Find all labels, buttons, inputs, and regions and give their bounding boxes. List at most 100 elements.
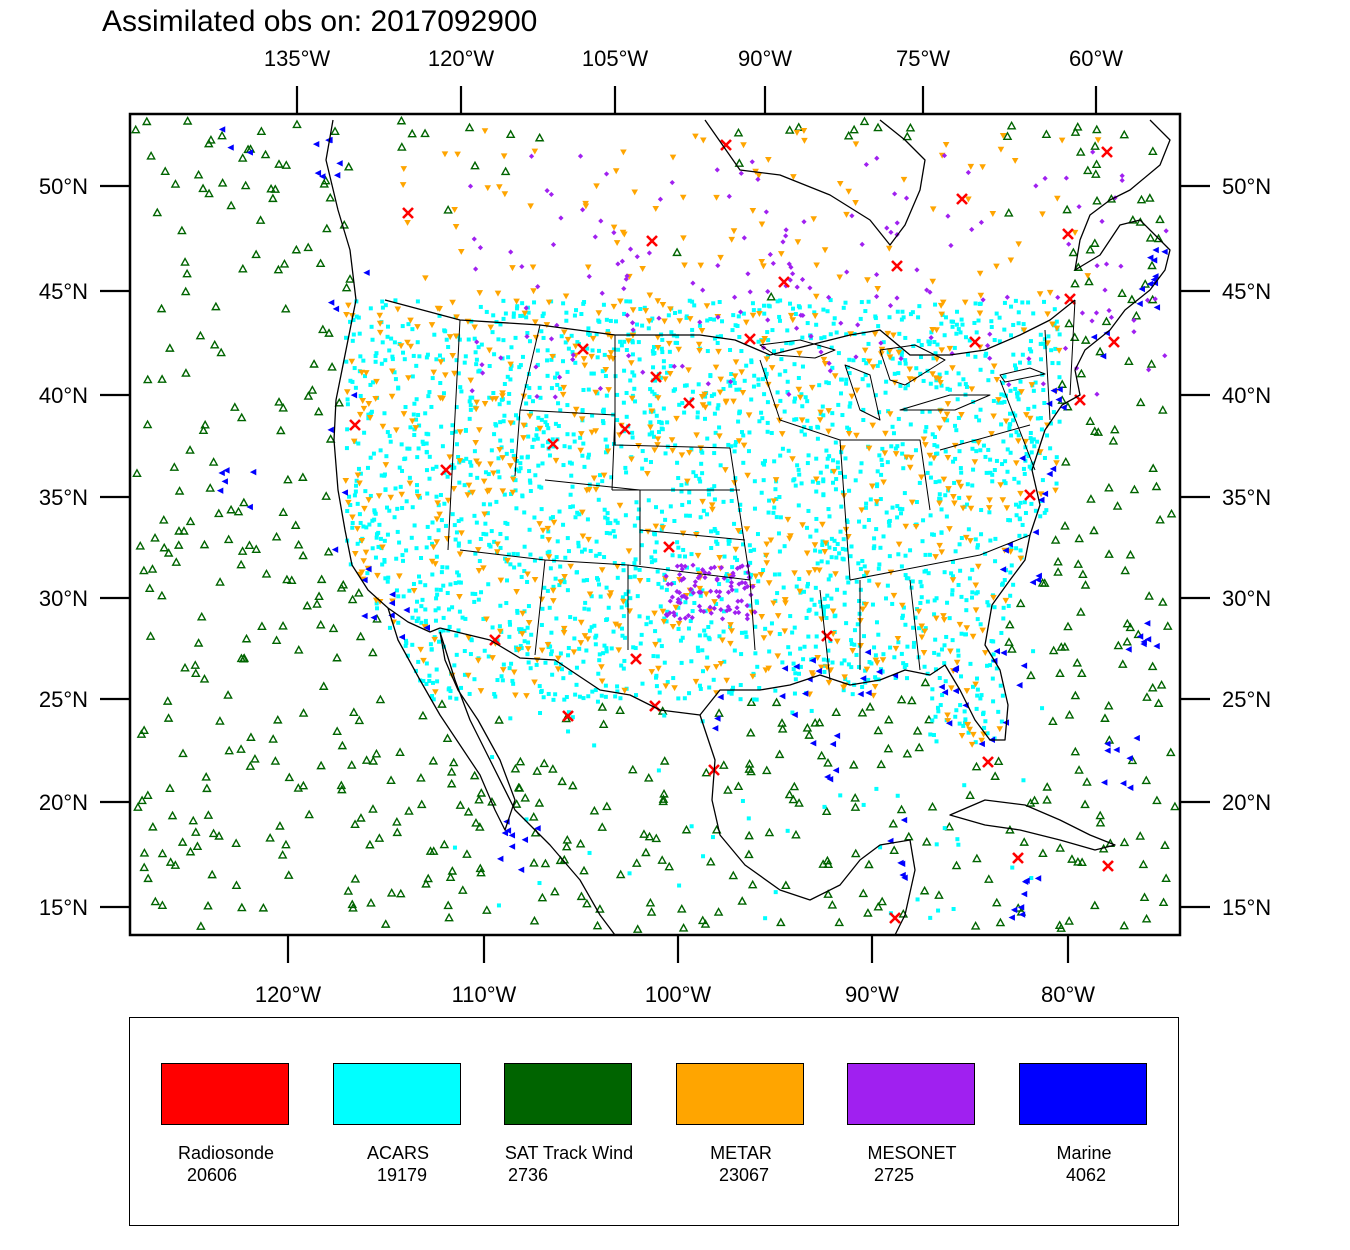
acars-mark [613,374,618,379]
acars-mark [903,622,908,627]
sat-track-wind-mark [1073,559,1084,568]
metar-mark [1054,195,1061,202]
mesonet-mark [1108,314,1115,320]
metar-mark [695,341,703,348]
sat-track-wind-mark [991,897,1002,907]
mesonet-mark [623,276,629,282]
acars-mark [492,539,497,544]
acars-mark [792,417,797,422]
metar-mark [499,488,507,495]
sat-track-wind-mark [747,879,758,889]
mesonet-mark [735,598,741,604]
sat-track-wind-mark [1122,618,1133,628]
acars-mark [593,688,598,693]
acars-mark [874,620,879,625]
marine-mark [714,715,721,722]
metar-mark [422,275,429,282]
acars-mark [832,614,837,619]
acars-mark [416,446,421,451]
acars-mark [708,374,713,379]
acars-mark [881,340,886,345]
acars-mark [951,319,956,324]
metar-mark [959,505,967,512]
acars-mark [839,504,844,509]
marine-mark [332,305,340,313]
metar-mark [789,317,797,324]
metar-mark [497,577,505,584]
sat-track-wind-mark [873,725,884,735]
acars-mark [570,504,575,509]
acars-mark [603,683,608,688]
metar-mark [758,258,766,265]
metar-mark [829,608,837,615]
sat-track-wind-mark [951,860,962,870]
acars-mark [690,389,695,394]
mesonet-mark [826,360,832,366]
metar-mark [520,422,528,429]
acars-mark [963,382,968,387]
mesonet-mark [728,579,735,586]
metar-mark [615,623,623,630]
acars-mark [604,530,609,535]
sat-track-wind-mark [302,600,313,610]
acars-mark [663,451,668,456]
sat-track-wind-mark [280,303,291,313]
sat-track-wind-mark [719,760,729,769]
acars-mark [814,322,819,327]
acars-mark [1008,570,1013,575]
legend-swatch-acars [333,1063,461,1125]
metar-mark [955,479,963,486]
mesonet-mark [1152,296,1158,302]
legend-label-marine: Marine [1056,1143,1112,1163]
metar-mark [977,292,985,299]
acars-mark [693,473,698,478]
mesonet-mark [677,571,683,578]
acars-mark [953,456,958,461]
metar-mark [382,462,390,469]
acars-mark [684,315,689,320]
metar-mark [900,176,908,183]
mesonet-mark [715,314,721,320]
marine-mark [336,160,343,167]
acars-mark [603,437,608,442]
acars-mark [716,403,721,408]
acars-mark [501,338,506,343]
marine-mark [341,489,348,496]
metar-mark [716,555,723,561]
acars-mark [943,449,948,454]
metar-mark [811,542,819,549]
acars-mark [494,499,499,504]
acars-mark [874,786,879,791]
acars-mark [975,617,980,622]
acars-mark [630,340,635,345]
acars-mark [619,605,624,610]
top-lon-label: 90°W [738,46,792,71]
sat-track-wind-mark [277,850,288,859]
sat-track-wind-mark [162,696,173,705]
metar-mark [373,378,380,385]
acars-mark [876,632,881,637]
acars-mark [712,451,717,456]
acars-mark [565,369,570,374]
mesonet-mark [682,615,689,621]
acars-mark [558,564,563,569]
mesonet-mark [741,235,747,241]
metar-mark [499,667,507,674]
mesonet-mark [1093,310,1100,316]
acars-mark [526,660,531,665]
mesonet-mark [738,170,744,176]
sat-track-wind-mark [539,758,550,768]
metar-mark [442,372,449,379]
sat-track-wind-mark [208,457,219,466]
acars-mark [344,335,349,340]
metar-mark [920,436,928,443]
acars-mark [403,456,408,461]
acars-mark [429,647,434,652]
acars-mark [659,346,664,351]
mesonet-mark [679,593,685,600]
acars-mark [481,502,486,507]
metar-mark [494,290,502,297]
marine-mark [496,855,504,863]
metar-mark [374,572,381,579]
acars-mark [769,431,774,436]
